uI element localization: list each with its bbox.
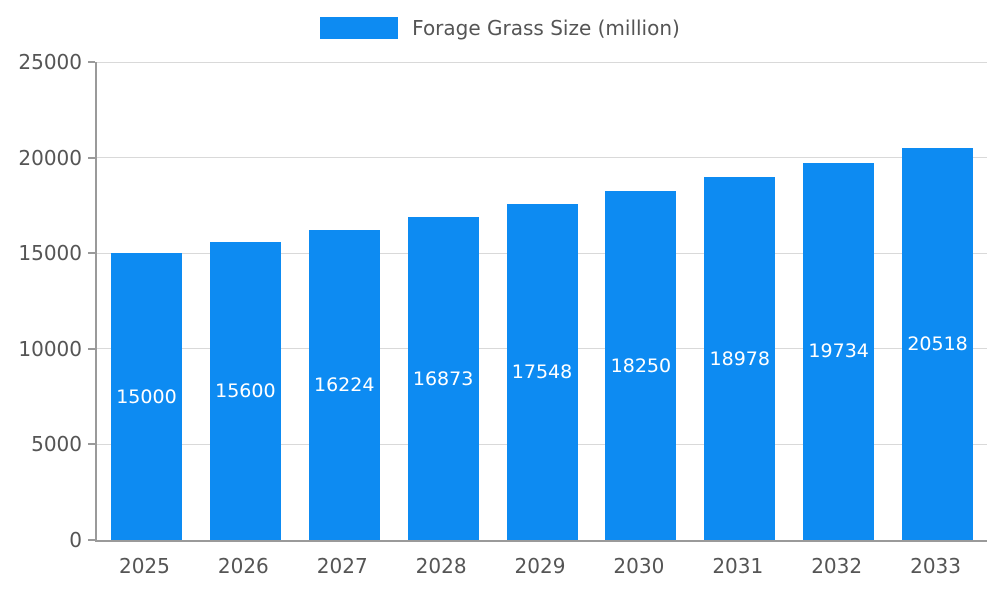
x-axis-tick-label: 2032 (811, 554, 863, 578)
bar-2026: 15600 (209, 241, 281, 540)
bar-value-label: 18250 (610, 354, 672, 377)
bar-value-label: 20518 (907, 332, 968, 355)
legend-label: Forage Grass Size (million) (412, 16, 680, 40)
bar-2030: 18250 (605, 191, 677, 540)
y-axis-tick-mark (88, 61, 95, 63)
bar-value-label: 15000 (116, 385, 177, 408)
x-axis-tick-label: 2031 (712, 554, 764, 578)
x-axis-tick-label: 2025 (118, 554, 170, 578)
y-axis-tick-label: 25000 (18, 50, 82, 74)
legend[interactable]: Forage Grass Size (million) (0, 16, 1000, 40)
y-axis-tick-mark (88, 539, 95, 541)
y-axis-tick-mark (88, 347, 95, 350)
x-axis-tick-label: 2029 (514, 554, 566, 578)
y-axis-tick-mark (88, 443, 95, 446)
y-axis-tick-label: 10000 (18, 336, 82, 361)
x-axis-tick-label: 2028 (415, 554, 467, 578)
bar-2028: 16873 (407, 217, 479, 540)
bar-2027: 16224 (308, 229, 380, 540)
bar-value-label: 16873 (412, 367, 474, 390)
bar-value-label: 15600 (215, 379, 276, 402)
plot-area: 15000 15600 16224 16873 17548 18250 18978 19734… (95, 61, 987, 542)
x-axis-tick-label: 2030 (613, 554, 665, 578)
x-axis-tick-label: 2033 (910, 554, 961, 578)
y-axis-tick-label: 15000 (18, 241, 82, 266)
bar-value-label: 16224 (313, 373, 375, 396)
bar-2029: 17548 (506, 204, 578, 540)
y-axis-tick-label: 5000 (31, 432, 82, 457)
y-axis-tick-label: 20000 (18, 145, 82, 170)
bar-2031: 18978 (704, 177, 776, 540)
y-axis-tick-mark (88, 252, 95, 255)
bar-value-label: 18978 (709, 347, 770, 370)
bar-2025: 15000 (110, 253, 182, 540)
bar-value-label: 17548 (511, 361, 573, 384)
y-axis-tick-label: 0 (69, 528, 82, 552)
bar-value-label: 19734 (808, 340, 869, 363)
bar-2033: 20518 (902, 147, 974, 540)
gridline (97, 157, 987, 159)
y-axis-tick-mark (88, 156, 95, 159)
x-axis-tick-label: 2026 (217, 554, 269, 578)
x-axis-tick-label: 2027 (316, 554, 368, 578)
bar-2032: 19734 (803, 162, 875, 540)
legend-swatch-icon (320, 17, 399, 39)
gridline (97, 61, 987, 63)
